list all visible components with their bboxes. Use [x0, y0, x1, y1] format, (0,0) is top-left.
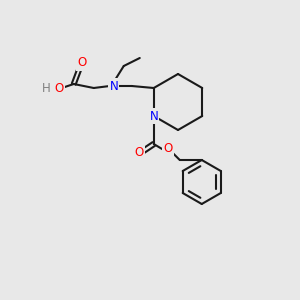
- Text: O: O: [77, 56, 86, 70]
- Text: H: H: [41, 82, 50, 94]
- Text: N: N: [149, 110, 158, 122]
- Text: N: N: [110, 80, 118, 92]
- Text: O: O: [163, 142, 172, 154]
- Text: O: O: [134, 146, 143, 158]
- Text: O: O: [54, 82, 63, 94]
